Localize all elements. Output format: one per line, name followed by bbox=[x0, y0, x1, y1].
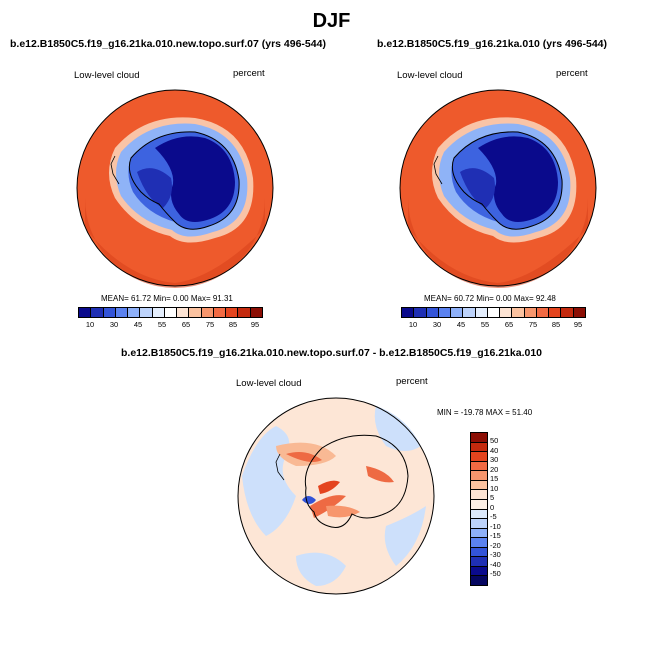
colorbar-swatch bbox=[471, 538, 487, 548]
colorbar-swatch bbox=[201, 308, 214, 317]
colorbar-swatch bbox=[438, 308, 452, 317]
colorbar-swatch bbox=[128, 308, 141, 317]
colorbar-swatch bbox=[250, 308, 262, 317]
colorbar-swatch bbox=[471, 557, 487, 567]
colorbar-swatch bbox=[414, 308, 427, 317]
colorbar-swatch bbox=[152, 308, 165, 317]
colorbar-swatch bbox=[471, 452, 487, 462]
panel1-polar-map bbox=[76, 89, 274, 288]
page-title: DJF bbox=[312, 10, 351, 32]
colorbar-swatch bbox=[426, 308, 439, 317]
colorbar-tick: 30 bbox=[109, 320, 119, 329]
diff-colorbar bbox=[470, 432, 488, 586]
colorbar-tick: 85 bbox=[551, 320, 561, 329]
panel2-run-title: b.e12.B1850C5.f19_g16.21ka.010 (yrs 496-… bbox=[377, 38, 607, 50]
colorbar-swatch bbox=[512, 308, 525, 317]
colorbar-swatch bbox=[213, 308, 227, 317]
colorbar-swatch bbox=[140, 308, 153, 317]
colorbar-swatch bbox=[177, 308, 190, 317]
colorbar-swatch bbox=[103, 308, 116, 317]
colorbar-tick: 20 bbox=[490, 465, 499, 474]
colorbar-swatch bbox=[471, 566, 487, 577]
colorbar-tick: 65 bbox=[181, 320, 191, 329]
colorbar-swatch bbox=[79, 308, 92, 317]
colorbar-tick: 95 bbox=[573, 320, 583, 329]
colorbar-swatch bbox=[536, 308, 550, 317]
colorbar-tick: 75 bbox=[205, 320, 215, 329]
colorbar-tick: 55 bbox=[157, 320, 167, 329]
diff-run-title: b.e12.B1850C5.f19_g16.21ka.010.new.topo.… bbox=[120, 347, 543, 359]
colorbar-tick: 10 bbox=[408, 320, 418, 329]
colorbar-tick: 50 bbox=[490, 436, 499, 445]
colorbar-tick: -15 bbox=[490, 531, 501, 540]
diff-polar-map bbox=[237, 397, 435, 595]
colorbar-tick: -50 bbox=[490, 569, 501, 578]
colorbar-swatch bbox=[238, 308, 251, 317]
colorbar-tick: -5 bbox=[490, 512, 497, 521]
colorbar-swatch bbox=[487, 308, 501, 317]
colorbar-swatch bbox=[226, 308, 239, 317]
colorbar-swatch bbox=[573, 308, 585, 317]
colorbar-tick: 5 bbox=[490, 493, 495, 502]
colorbar-swatch bbox=[451, 308, 464, 317]
colorbar-tick: 85 bbox=[228, 320, 238, 329]
colorbar-swatch bbox=[471, 576, 487, 585]
panel1-run-title: b.e12.B1850C5.f19_g16.21ka.010.new.topo.… bbox=[10, 38, 326, 50]
panel1-field-label: Low-level cloud bbox=[74, 70, 140, 81]
colorbar-swatch bbox=[115, 308, 129, 317]
colorbar-swatch bbox=[91, 308, 104, 317]
colorbar-swatch bbox=[471, 519, 487, 529]
colorbar-swatch bbox=[471, 499, 487, 510]
panel2-units-label: percent bbox=[556, 68, 588, 79]
colorbar-tick: 30 bbox=[432, 320, 442, 329]
colorbar-tick: -20 bbox=[490, 541, 501, 550]
colorbar-swatch bbox=[471, 442, 487, 453]
colorbar-tick: 65 bbox=[504, 320, 514, 329]
colorbar-swatch bbox=[561, 308, 574, 317]
colorbar-swatch bbox=[471, 547, 487, 558]
colorbar-swatch bbox=[471, 471, 487, 481]
colorbar-swatch bbox=[189, 308, 202, 317]
colorbar-tick: 55 bbox=[480, 320, 490, 329]
colorbar-swatch bbox=[475, 308, 488, 317]
panel2-stats: MEAN= 60.72 Min= 0.00 Max= 92.48 bbox=[424, 294, 556, 303]
colorbar-tick: 95 bbox=[250, 320, 260, 329]
panel2-colorbar bbox=[401, 307, 586, 318]
colorbar-tick: 75 bbox=[528, 320, 538, 329]
colorbar-tick: 0 bbox=[490, 503, 495, 512]
colorbar-tick: 10 bbox=[85, 320, 95, 329]
diff-units-label: percent bbox=[396, 376, 428, 387]
panel1-colorbar bbox=[78, 307, 263, 318]
colorbar-swatch bbox=[524, 308, 537, 317]
colorbar-swatch bbox=[471, 509, 487, 520]
panel2-field-label: Low-level cloud bbox=[397, 70, 463, 81]
colorbar-tick: 30 bbox=[490, 455, 499, 464]
colorbar-tick: 40 bbox=[490, 446, 499, 455]
colorbar-swatch bbox=[471, 461, 487, 472]
panel1-units-label: percent bbox=[233, 68, 265, 79]
colorbar-tick: -30 bbox=[490, 550, 501, 559]
colorbar-swatch bbox=[471, 528, 487, 539]
diff-field-label: Low-level cloud bbox=[236, 378, 302, 389]
colorbar-swatch bbox=[549, 308, 562, 317]
colorbar-swatch bbox=[471, 433, 487, 443]
colorbar-tick: 15 bbox=[490, 474, 499, 483]
colorbar-tick: 45 bbox=[456, 320, 466, 329]
diff-stats: MIN = -19.78 MAX = 51.40 bbox=[437, 408, 533, 417]
panel2-polar-map bbox=[399, 89, 597, 288]
colorbar-swatch bbox=[402, 308, 415, 317]
colorbar-swatch bbox=[463, 308, 476, 317]
colorbar-swatch bbox=[471, 490, 487, 500]
colorbar-swatch bbox=[500, 308, 513, 317]
panel1-stats: MEAN= 61.72 Min= 0.00 Max= 91.31 bbox=[101, 294, 233, 303]
colorbar-tick: -10 bbox=[490, 522, 501, 531]
colorbar-tick: 45 bbox=[133, 320, 143, 329]
colorbar-tick: -40 bbox=[490, 560, 501, 569]
colorbar-swatch bbox=[471, 480, 487, 491]
colorbar-swatch bbox=[164, 308, 178, 317]
colorbar-tick: 10 bbox=[490, 484, 499, 493]
